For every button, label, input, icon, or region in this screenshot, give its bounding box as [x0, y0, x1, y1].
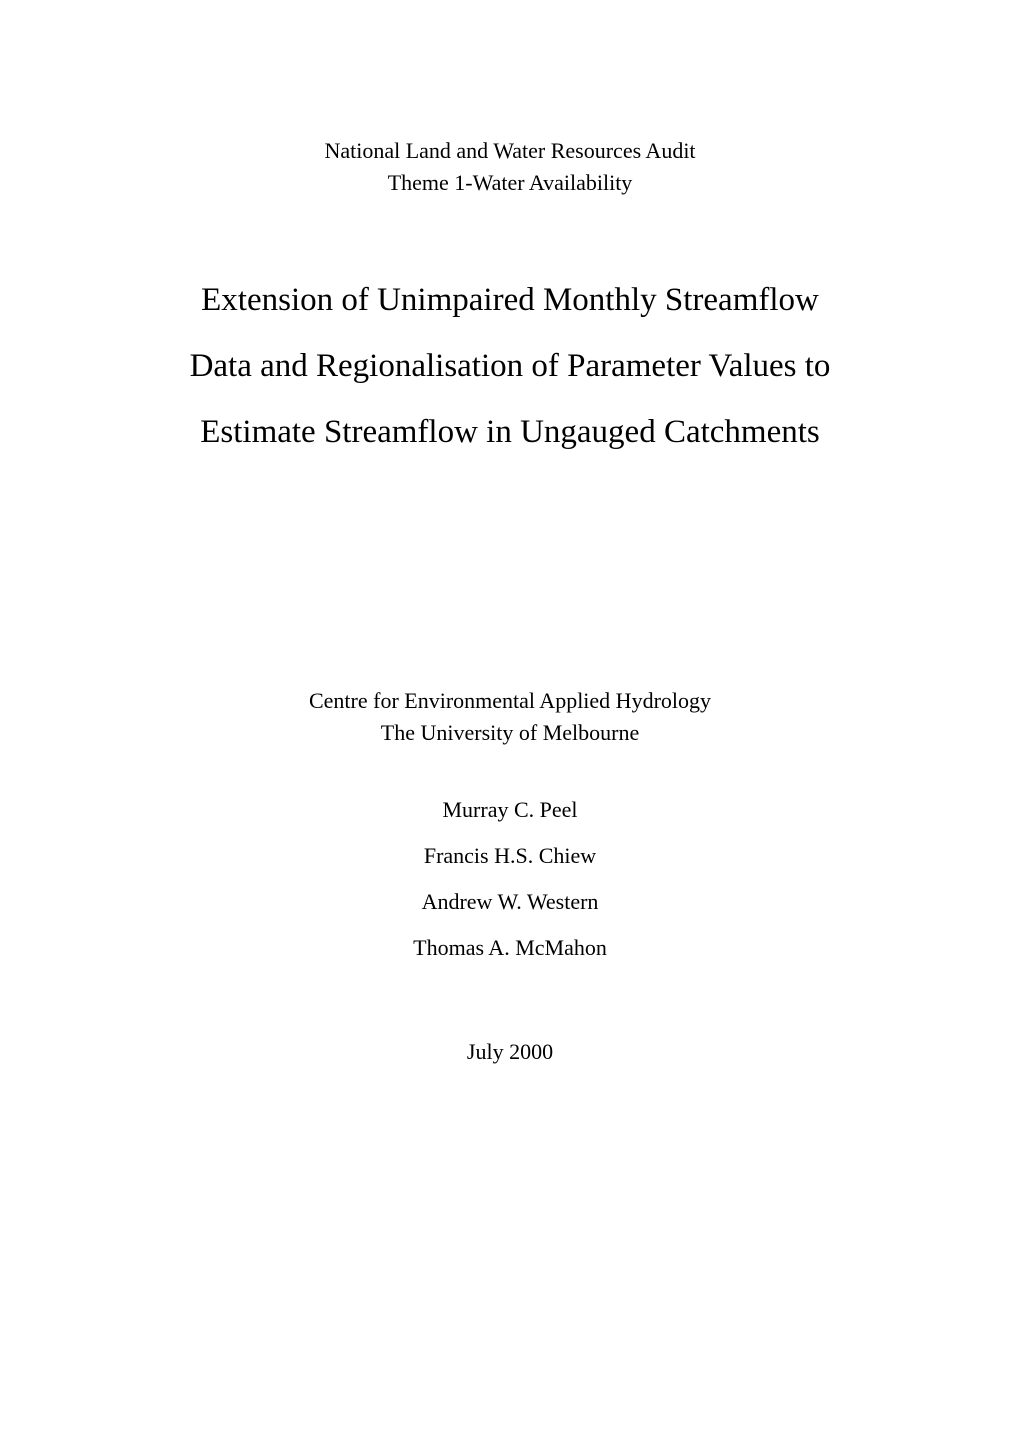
document-header: National Land and Water Resources Audit … — [120, 135, 900, 199]
author-name: Francis H.S. Chiew — [120, 833, 900, 879]
title-line-2: Data and Regionalisation of Parameter Va… — [120, 333, 900, 399]
title-line-1: Extension of Unimpaired Monthly Streamfl… — [120, 267, 900, 333]
affiliation: Centre for Environmental Applied Hydrolo… — [120, 685, 900, 749]
title-page: National Land and Water Resources Audit … — [120, 135, 900, 1065]
affiliation-line-1: Centre for Environmental Applied Hydrolo… — [120, 685, 900, 717]
header-line-2: Theme 1-Water Availability — [120, 167, 900, 199]
document-title: Extension of Unimpaired Monthly Streamfl… — [120, 267, 900, 465]
authors-list: Murray C. Peel Francis H.S. Chiew Andrew… — [120, 787, 900, 972]
header-line-1: National Land and Water Resources Audit — [120, 135, 900, 167]
title-line-3: Estimate Streamflow in Ungauged Catchmen… — [120, 399, 900, 465]
author-name: Murray C. Peel — [120, 787, 900, 833]
affiliation-line-2: The University of Melbourne — [120, 717, 900, 749]
publication-date: July 2000 — [120, 1039, 900, 1065]
author-name: Andrew W. Western — [120, 879, 900, 925]
author-name: Thomas A. McMahon — [120, 925, 900, 971]
